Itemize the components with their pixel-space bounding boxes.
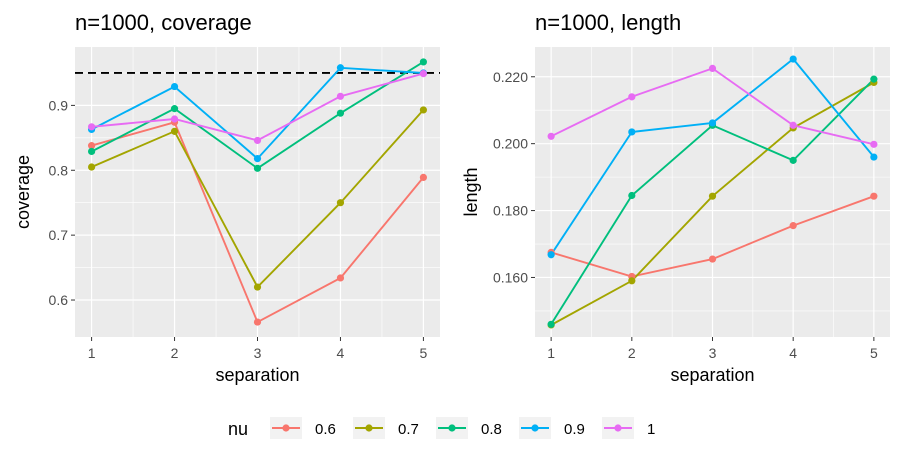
x-tick-label: 3 xyxy=(709,345,717,361)
data-point-0.7-3 xyxy=(253,283,262,291)
data-point-0.6-3 xyxy=(708,255,717,263)
x-tick-label: 1 xyxy=(88,345,96,361)
x-axis-label: separation xyxy=(670,365,754,385)
legend-item-0.7: 0.7 xyxy=(353,417,419,439)
data-point-0.8-5 xyxy=(419,58,428,66)
data-point-0.6-3 xyxy=(253,318,262,326)
data-point-0.6-4 xyxy=(336,274,345,282)
data-point-0.6-1 xyxy=(87,142,96,150)
data-point-1-3 xyxy=(708,64,717,73)
panel-2: 0.160 0.180 0.200 0.220 1 2 3 4 5 n=1000, length s… xyxy=(461,10,890,385)
x-tick-label: 5 xyxy=(420,345,428,361)
legend-label: 0.9 xyxy=(564,421,585,438)
data-point-0.8-2 xyxy=(170,105,179,113)
data-point-1-1 xyxy=(547,132,555,140)
data-point-0.9-4 xyxy=(336,64,345,72)
x-tick-label: 1 xyxy=(547,345,555,361)
data-point-0.9-3 xyxy=(708,119,717,127)
data-point-0.8-5 xyxy=(870,75,878,83)
panel-1: 0.6 0.7 0.8 0.9 1 2 3 4 5 n=1000, coverage separat… xyxy=(13,10,440,385)
x-tick-label: 5 xyxy=(870,345,878,361)
x-tick-label: 4 xyxy=(337,345,345,361)
y-tick-label: 0.9 xyxy=(49,97,69,113)
data-point-0.7-5 xyxy=(419,106,428,114)
data-point-0.8-1 xyxy=(547,320,555,328)
data-point-0.9-3 xyxy=(253,154,262,163)
data-point-0.7-4 xyxy=(336,199,345,207)
data-point-0.9-5 xyxy=(870,153,878,161)
legend-key-point xyxy=(614,424,622,432)
chart-title: n=1000, coverage xyxy=(75,10,252,35)
data-point-0.8-4 xyxy=(336,109,345,117)
legend-label: 0.7 xyxy=(398,421,419,438)
data-point-0.7-2 xyxy=(170,127,179,135)
legend-label: 1 xyxy=(647,421,655,438)
data-point-0.6-4 xyxy=(789,222,797,230)
y-tick-label: 0.180 xyxy=(493,203,528,219)
legend-title: nu xyxy=(228,419,248,439)
legend-key-point xyxy=(365,424,373,432)
data-point-0.6-5 xyxy=(419,173,428,182)
data-point-1-2 xyxy=(170,115,179,123)
x-tick-label: 2 xyxy=(171,345,179,361)
data-point-1-2 xyxy=(628,93,636,101)
legend: nu 0.6 0.7 0.8 0.9 1 xyxy=(228,417,655,439)
y-axis-label: coverage xyxy=(13,155,33,229)
data-point-0.8-2 xyxy=(628,191,636,200)
legend-label: 0.8 xyxy=(481,421,502,438)
y-tick-label: 0.8 xyxy=(49,162,69,178)
legend-key-point xyxy=(448,424,456,432)
data-point-0.6-5 xyxy=(870,192,878,200)
y-tick-label: 0.6 xyxy=(49,292,69,308)
legend-key-point xyxy=(531,424,539,432)
x-tick-label: 4 xyxy=(789,345,797,361)
data-point-1-3 xyxy=(253,136,262,145)
data-point-0.9-2 xyxy=(628,128,636,136)
x-tick-label: 3 xyxy=(254,345,262,361)
data-point-0.8-4 xyxy=(789,156,797,164)
y-tick-label: 0.220 xyxy=(493,69,528,85)
legend-item-0.9: 0.9 xyxy=(519,417,585,439)
legend-item-0.6: 0.6 xyxy=(270,417,336,439)
y-axis-label: length xyxy=(461,167,481,216)
data-point-1-5 xyxy=(870,140,878,148)
data-point-1-1 xyxy=(87,123,96,131)
data-point-1-5 xyxy=(419,69,428,78)
data-point-0.9-2 xyxy=(170,82,179,91)
legend-item-0.8: 0.8 xyxy=(436,417,502,439)
chart-title: n=1000, length xyxy=(535,10,681,35)
data-point-1-4 xyxy=(336,92,345,100)
legend-key-point xyxy=(282,424,290,432)
data-point-0.7-3 xyxy=(708,192,717,200)
data-point-0.8-1 xyxy=(87,147,96,156)
y-tick-label: 0.160 xyxy=(493,269,528,285)
y-tick-label: 0.200 xyxy=(493,136,528,152)
panels: 0.6 0.7 0.8 0.9 1 2 3 4 5 n=1000, coverage separat… xyxy=(13,10,890,385)
data-point-0.7-2 xyxy=(628,277,636,285)
legend-label: 0.6 xyxy=(315,421,336,438)
legend-item-1: 1 xyxy=(602,417,655,439)
data-point-0.7-1 xyxy=(87,163,96,171)
x-tick-label: 2 xyxy=(628,345,636,361)
y-tick-label: 0.7 xyxy=(49,227,69,243)
data-point-0.8-3 xyxy=(253,164,262,172)
x-axis-label: separation xyxy=(215,365,299,385)
data-point-0.9-4 xyxy=(789,55,797,63)
data-point-0.9-1 xyxy=(547,251,555,259)
data-point-1-4 xyxy=(789,121,797,129)
